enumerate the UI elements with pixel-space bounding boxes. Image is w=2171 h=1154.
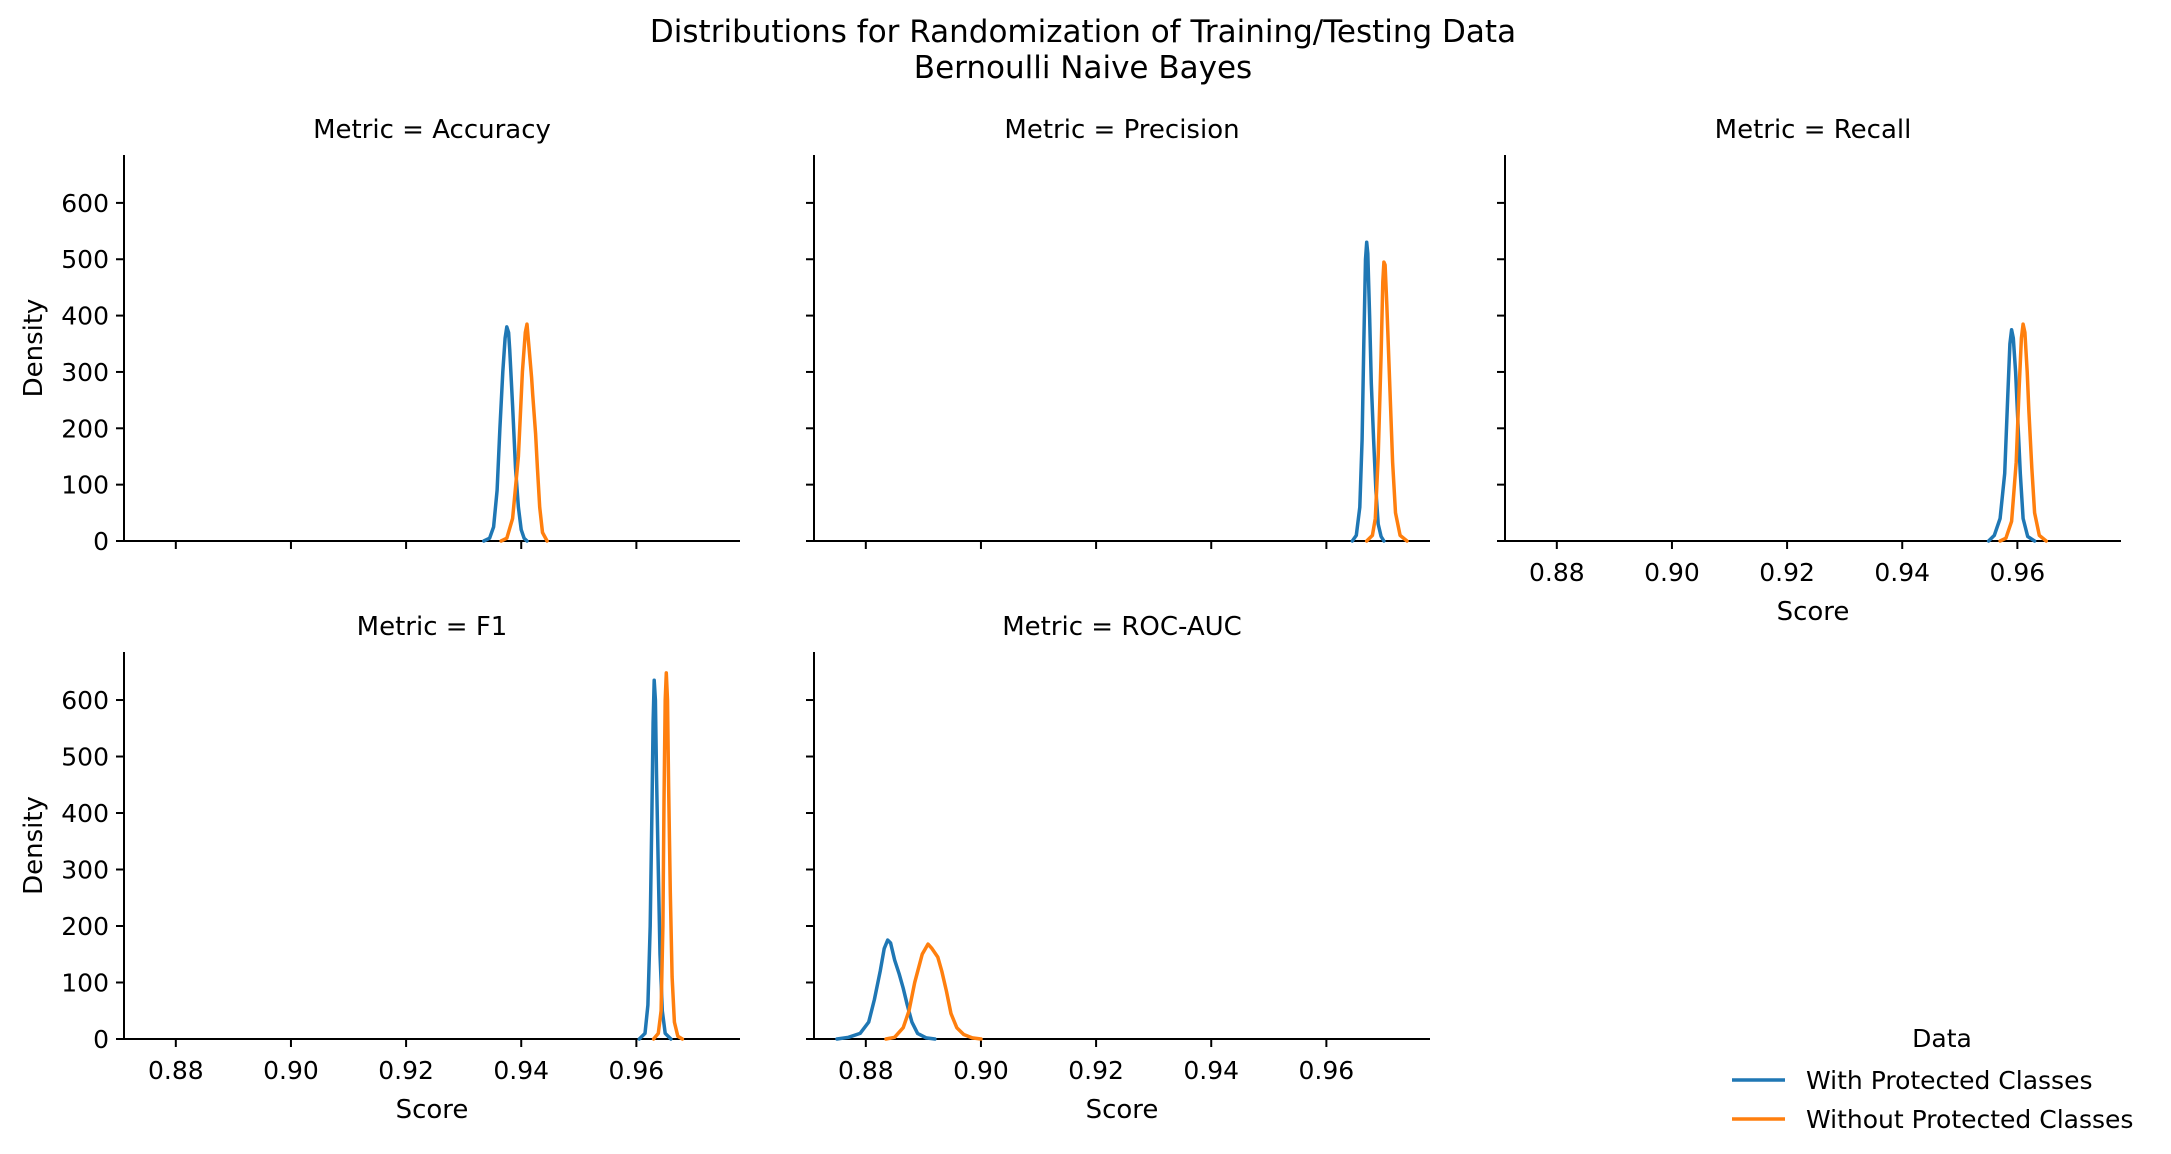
y-tick-label: 100 — [61, 969, 109, 998]
series-line-with-protected-classes — [835, 938, 937, 1041]
series-line-without-protected-classes — [651, 671, 685, 1041]
legend-title: Data — [1912, 1024, 1972, 1053]
y-tick-label: 600 — [61, 686, 109, 715]
y-axis-label: Density — [19, 299, 49, 398]
y-tick-label: 300 — [61, 856, 109, 885]
y-tick-label: 300 — [61, 358, 109, 387]
y-tick-label: 500 — [61, 743, 109, 772]
x-tick-label: 0.92 — [1068, 1056, 1124, 1085]
x-tick-label: 0.96 — [609, 1056, 665, 1085]
x-axis-label: Score — [1086, 1095, 1159, 1125]
y-tick-label: 0 — [93, 527, 109, 556]
x-tick-label: 0.94 — [493, 1056, 549, 1085]
facet-title: Metric = Accuracy — [313, 115, 551, 145]
chart-subtitle: Bernoulli Naive Bayes — [914, 50, 1252, 86]
x-tick-label: 0.90 — [953, 1056, 1009, 1085]
x-tick-label: 0.94 — [1183, 1056, 1239, 1085]
x-tick-label: 0.88 — [838, 1056, 894, 1085]
facet-title: Metric = ROC-AUC — [1002, 612, 1242, 642]
x-tick-label: 0.96 — [1299, 1056, 1355, 1085]
legend-label-with-protected: With Protected Classes — [1806, 1066, 2092, 1095]
series-line-without-protected-classes — [1998, 322, 2048, 543]
series-line-without-protected-classes — [1364, 260, 1409, 543]
x-tick-label: 0.94 — [1874, 558, 1930, 587]
x-tick-label: 0.92 — [378, 1056, 434, 1085]
series-line-without-protected-classes — [884, 942, 983, 1041]
series-line-with-protected-classes — [482, 325, 529, 543]
x-tick-label: 0.90 — [1644, 558, 1700, 587]
facet-roc-auc: Metric = ROC-AUC 0.88 0.90 0.92 0.94 0.96 Scor… — [806, 612, 1430, 1125]
y-tick-label: 400 — [61, 302, 109, 331]
x-tick-label: 0.88 — [1529, 558, 1585, 587]
facets: Metric = Accuracy 0 100 200 300 400 500 600 Dens… — [19, 115, 2121, 1125]
facet-title: Metric = Precision — [1004, 115, 1239, 145]
y-tick-label: 200 — [61, 912, 109, 941]
y-tick-label: 600 — [61, 189, 109, 218]
series-line-without-protected-classes — [499, 322, 549, 543]
facet-accuracy: Metric = Accuracy 0 100 200 300 400 500 600 Dens… — [19, 115, 740, 556]
series-line-with-protected-classes — [1986, 327, 2037, 543]
y-axis-label: Density — [19, 796, 49, 895]
y-tick-label: 0 — [93, 1025, 109, 1054]
legend-label-without-protected: Without Protected Classes — [1806, 1105, 2133, 1134]
y-tick-label: 200 — [61, 414, 109, 443]
x-axis-label: Score — [1777, 597, 1850, 627]
x-tick-label: 0.90 — [263, 1056, 319, 1085]
facet-title: Metric = Recall — [1715, 115, 1912, 145]
series-line-with-protected-classes — [1350, 240, 1386, 543]
y-tick-label: 400 — [61, 799, 109, 828]
x-tick-label: 0.92 — [1759, 558, 1815, 587]
y-tick-label: 500 — [61, 245, 109, 274]
x-tick-label: 0.88 — [148, 1056, 204, 1085]
chart-title: Distributions for Randomization of Train… — [650, 14, 1516, 50]
x-axis-label: Score — [396, 1095, 469, 1125]
x-tick-label: 0.96 — [1990, 558, 2046, 587]
facet-precision: Metric = Precision — [806, 115, 1430, 549]
legend: Data With Protected Classes Without Prot… — [1732, 1024, 2133, 1134]
y-tick-label: 100 — [61, 471, 109, 500]
facet-recall: Metric = Recall 0.88 0.90 0.92 0.94 0.96 Score — [1497, 115, 2121, 627]
facet-f1: Metric = F1 0 100 200 300 400 500 600 0.88 0.90 0.… — [19, 612, 740, 1125]
facet-title: Metric = F1 — [357, 612, 508, 642]
